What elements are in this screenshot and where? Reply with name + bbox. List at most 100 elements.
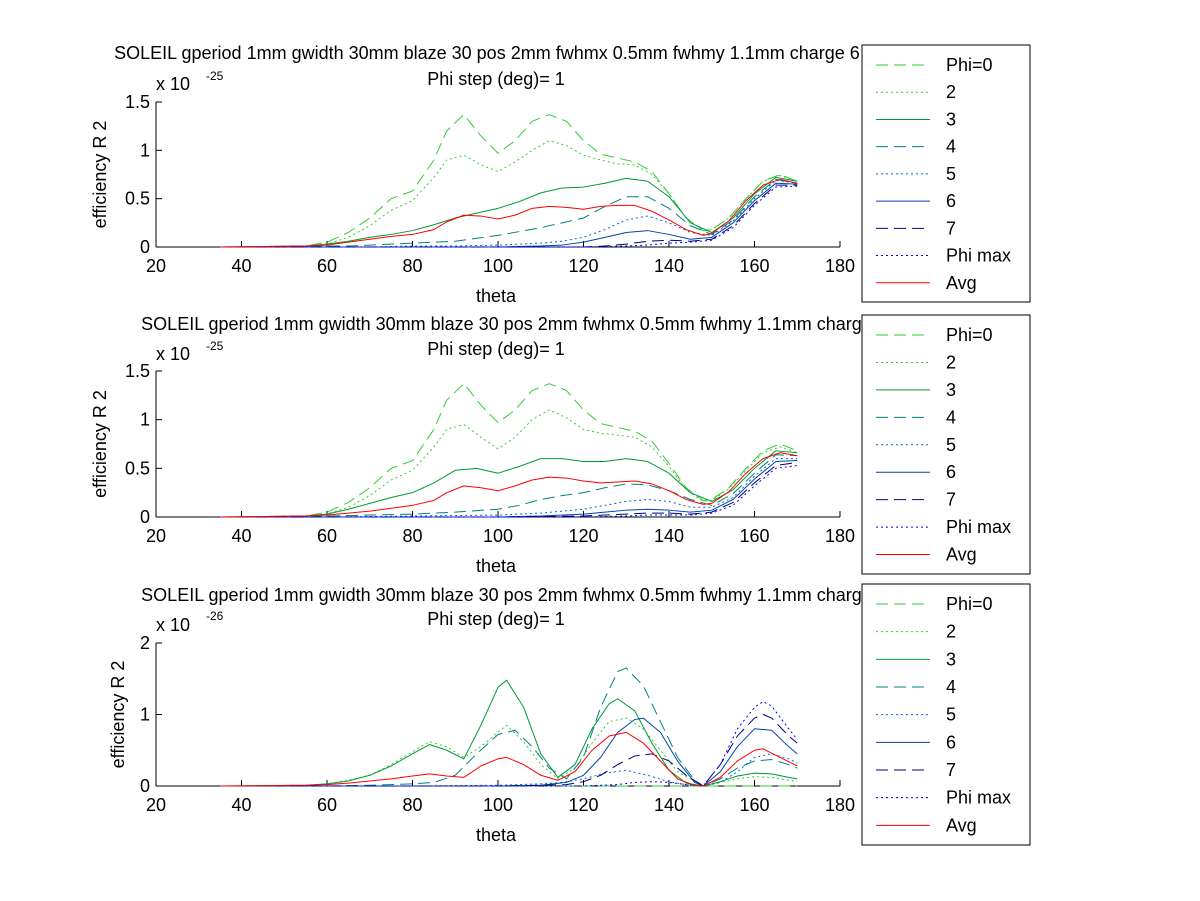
x-tick-label: 120 [568, 795, 598, 815]
chart-title: SOLEIL gperiod 1mm gwidth 30mm blaze 30 … [114, 43, 966, 63]
y-tick-label: 1 [140, 705, 150, 725]
legend-label: Phi=0 [946, 325, 993, 345]
legend-label: 2 [946, 352, 956, 372]
series-line-4 [220, 178, 798, 248]
x-tick-label: 140 [654, 526, 684, 546]
y-exponent-power: -25 [206, 69, 224, 83]
x-tick-label: 60 [317, 795, 337, 815]
plot-area [156, 371, 840, 517]
legend-label: 3 [946, 380, 956, 400]
chart-subtitle: Phi step (deg)= 1 [427, 609, 565, 629]
x-axis-label: theta [476, 286, 517, 306]
legend-label: Avg [946, 815, 977, 835]
series-line-phi-0 [220, 383, 798, 518]
series-line-7 [220, 714, 798, 787]
series-line-6 [220, 182, 798, 248]
legend-box [861, 44, 1031, 303]
chart-subtitle: Phi step (deg)= 1 [427, 339, 565, 359]
y-exponent-power: -26 [206, 609, 224, 623]
series-line-3 [220, 450, 798, 518]
y-tick-label: 1.5 [125, 361, 150, 381]
chart-subtitle: Phi step (deg)= 1 [427, 69, 565, 89]
x-tick-label: 80 [402, 256, 422, 276]
legend-label: 7 [946, 218, 956, 238]
chart-panel-3: 20 40 60 80 100 120 140 160 180 0 1 2 x 10 -26 SOLEIL … [108, 583, 1031, 846]
x-tick-label: 40 [231, 795, 251, 815]
x-tick-label: 20 [146, 256, 166, 276]
legend-label: 4 [946, 407, 956, 427]
y-tick-label: 0 [140, 507, 150, 527]
x-tick-label: 20 [146, 526, 166, 546]
y-exponent-label: x 10 [156, 615, 190, 635]
y-tick-label: 2 [140, 633, 150, 653]
legend-label: 4 [946, 137, 956, 157]
series-line-2 [220, 409, 798, 518]
legend: Phi=0 2 3 4 5 6 7 Phi max Avg [861, 44, 1031, 303]
y-tick-label: 0.5 [125, 458, 150, 478]
x-tick-label: 140 [654, 256, 684, 276]
series-line-phi-0 [220, 114, 798, 248]
x-tick-label: 80 [402, 795, 422, 815]
y-tick-label: 0 [140, 776, 150, 796]
series-line-avg [220, 178, 798, 248]
series-line-phi-max [220, 464, 798, 518]
x-tick-label: 160 [739, 526, 769, 546]
x-tick-label: 160 [739, 256, 769, 276]
y-tick-label: 1 [140, 140, 150, 160]
x-tick-label: 180 [825, 256, 855, 276]
x-tick-label: 100 [483, 256, 513, 276]
x-tick-label: 80 [402, 526, 422, 546]
x-axis-label: theta [476, 825, 517, 845]
x-tick-label: 40 [231, 256, 251, 276]
series-line-4 [220, 667, 798, 787]
y-exponent-label: x 10 [156, 344, 190, 364]
x-tick-label: 40 [231, 526, 251, 546]
chart-title: SOLEIL gperiod 1mm gwidth 30mm blaze 30 … [141, 585, 939, 605]
series-line-3 [220, 679, 798, 787]
legend: Phi=0 2 3 4 5 6 7 Phi max Avg [861, 583, 1031, 846]
series-line-5 [220, 753, 798, 787]
series-line-phi-max [220, 185, 798, 248]
series-line-avg [220, 452, 798, 518]
plot-area [156, 643, 840, 786]
legend-label: Phi=0 [946, 55, 993, 75]
chart-title: SOLEIL gperiod 1mm gwidth 30mm blaze 30 … [141, 314, 939, 334]
chart-panel-2: 20 40 60 80 100 120 140 160 180 0 0.5 1 1.5 x 10 -25 SO… [90, 314, 1031, 576]
legend-label: 6 [946, 191, 956, 211]
legend-label: Phi max [946, 788, 1011, 808]
y-axis-label: efficiency R 2 [108, 661, 128, 769]
x-tick-label: 120 [568, 256, 598, 276]
x-tick-label: 20 [146, 795, 166, 815]
chart-panel-1: 20 40 60 80 100 120 140 160 180 0 0.5 1 1.5 x 10 -25 SO… [90, 43, 1031, 306]
legend-label: Phi=0 [946, 594, 993, 614]
y-exponent-power: -25 [206, 339, 224, 353]
legend-label: Phi max [946, 517, 1011, 537]
legend-label: 5 [946, 164, 956, 184]
legend: Phi=0 2 3 4 5 6 7 Phi max Avg [861, 314, 1031, 575]
series-line-4 [220, 454, 798, 518]
y-tick-label: 0.5 [125, 189, 150, 209]
legend-box [861, 314, 1031, 575]
series-line-5 [220, 179, 798, 248]
legend-label: 3 [946, 109, 956, 129]
legend-label: 7 [946, 490, 956, 510]
y-tick-label: 1.5 [125, 92, 150, 112]
x-tick-label: 160 [739, 795, 769, 815]
y-tick-label: 1 [140, 410, 150, 430]
series-line-2 [220, 717, 798, 787]
x-axis-label: theta [476, 556, 517, 576]
series-line-2 [220, 140, 798, 248]
x-tick-label: 140 [654, 795, 684, 815]
legend-label: 5 [946, 705, 956, 725]
legend-label: Avg [946, 273, 977, 293]
legend-label: Phi max [946, 246, 1011, 266]
x-tick-label: 180 [825, 526, 855, 546]
legend-box [861, 583, 1031, 846]
y-tick-label: 0 [140, 237, 150, 257]
x-tick-label: 100 [483, 795, 513, 815]
x-tick-label: 60 [317, 256, 337, 276]
legend-label: 3 [946, 649, 956, 669]
legend-label: 7 [946, 760, 956, 780]
y-axis-label: efficiency R 2 [90, 121, 110, 229]
